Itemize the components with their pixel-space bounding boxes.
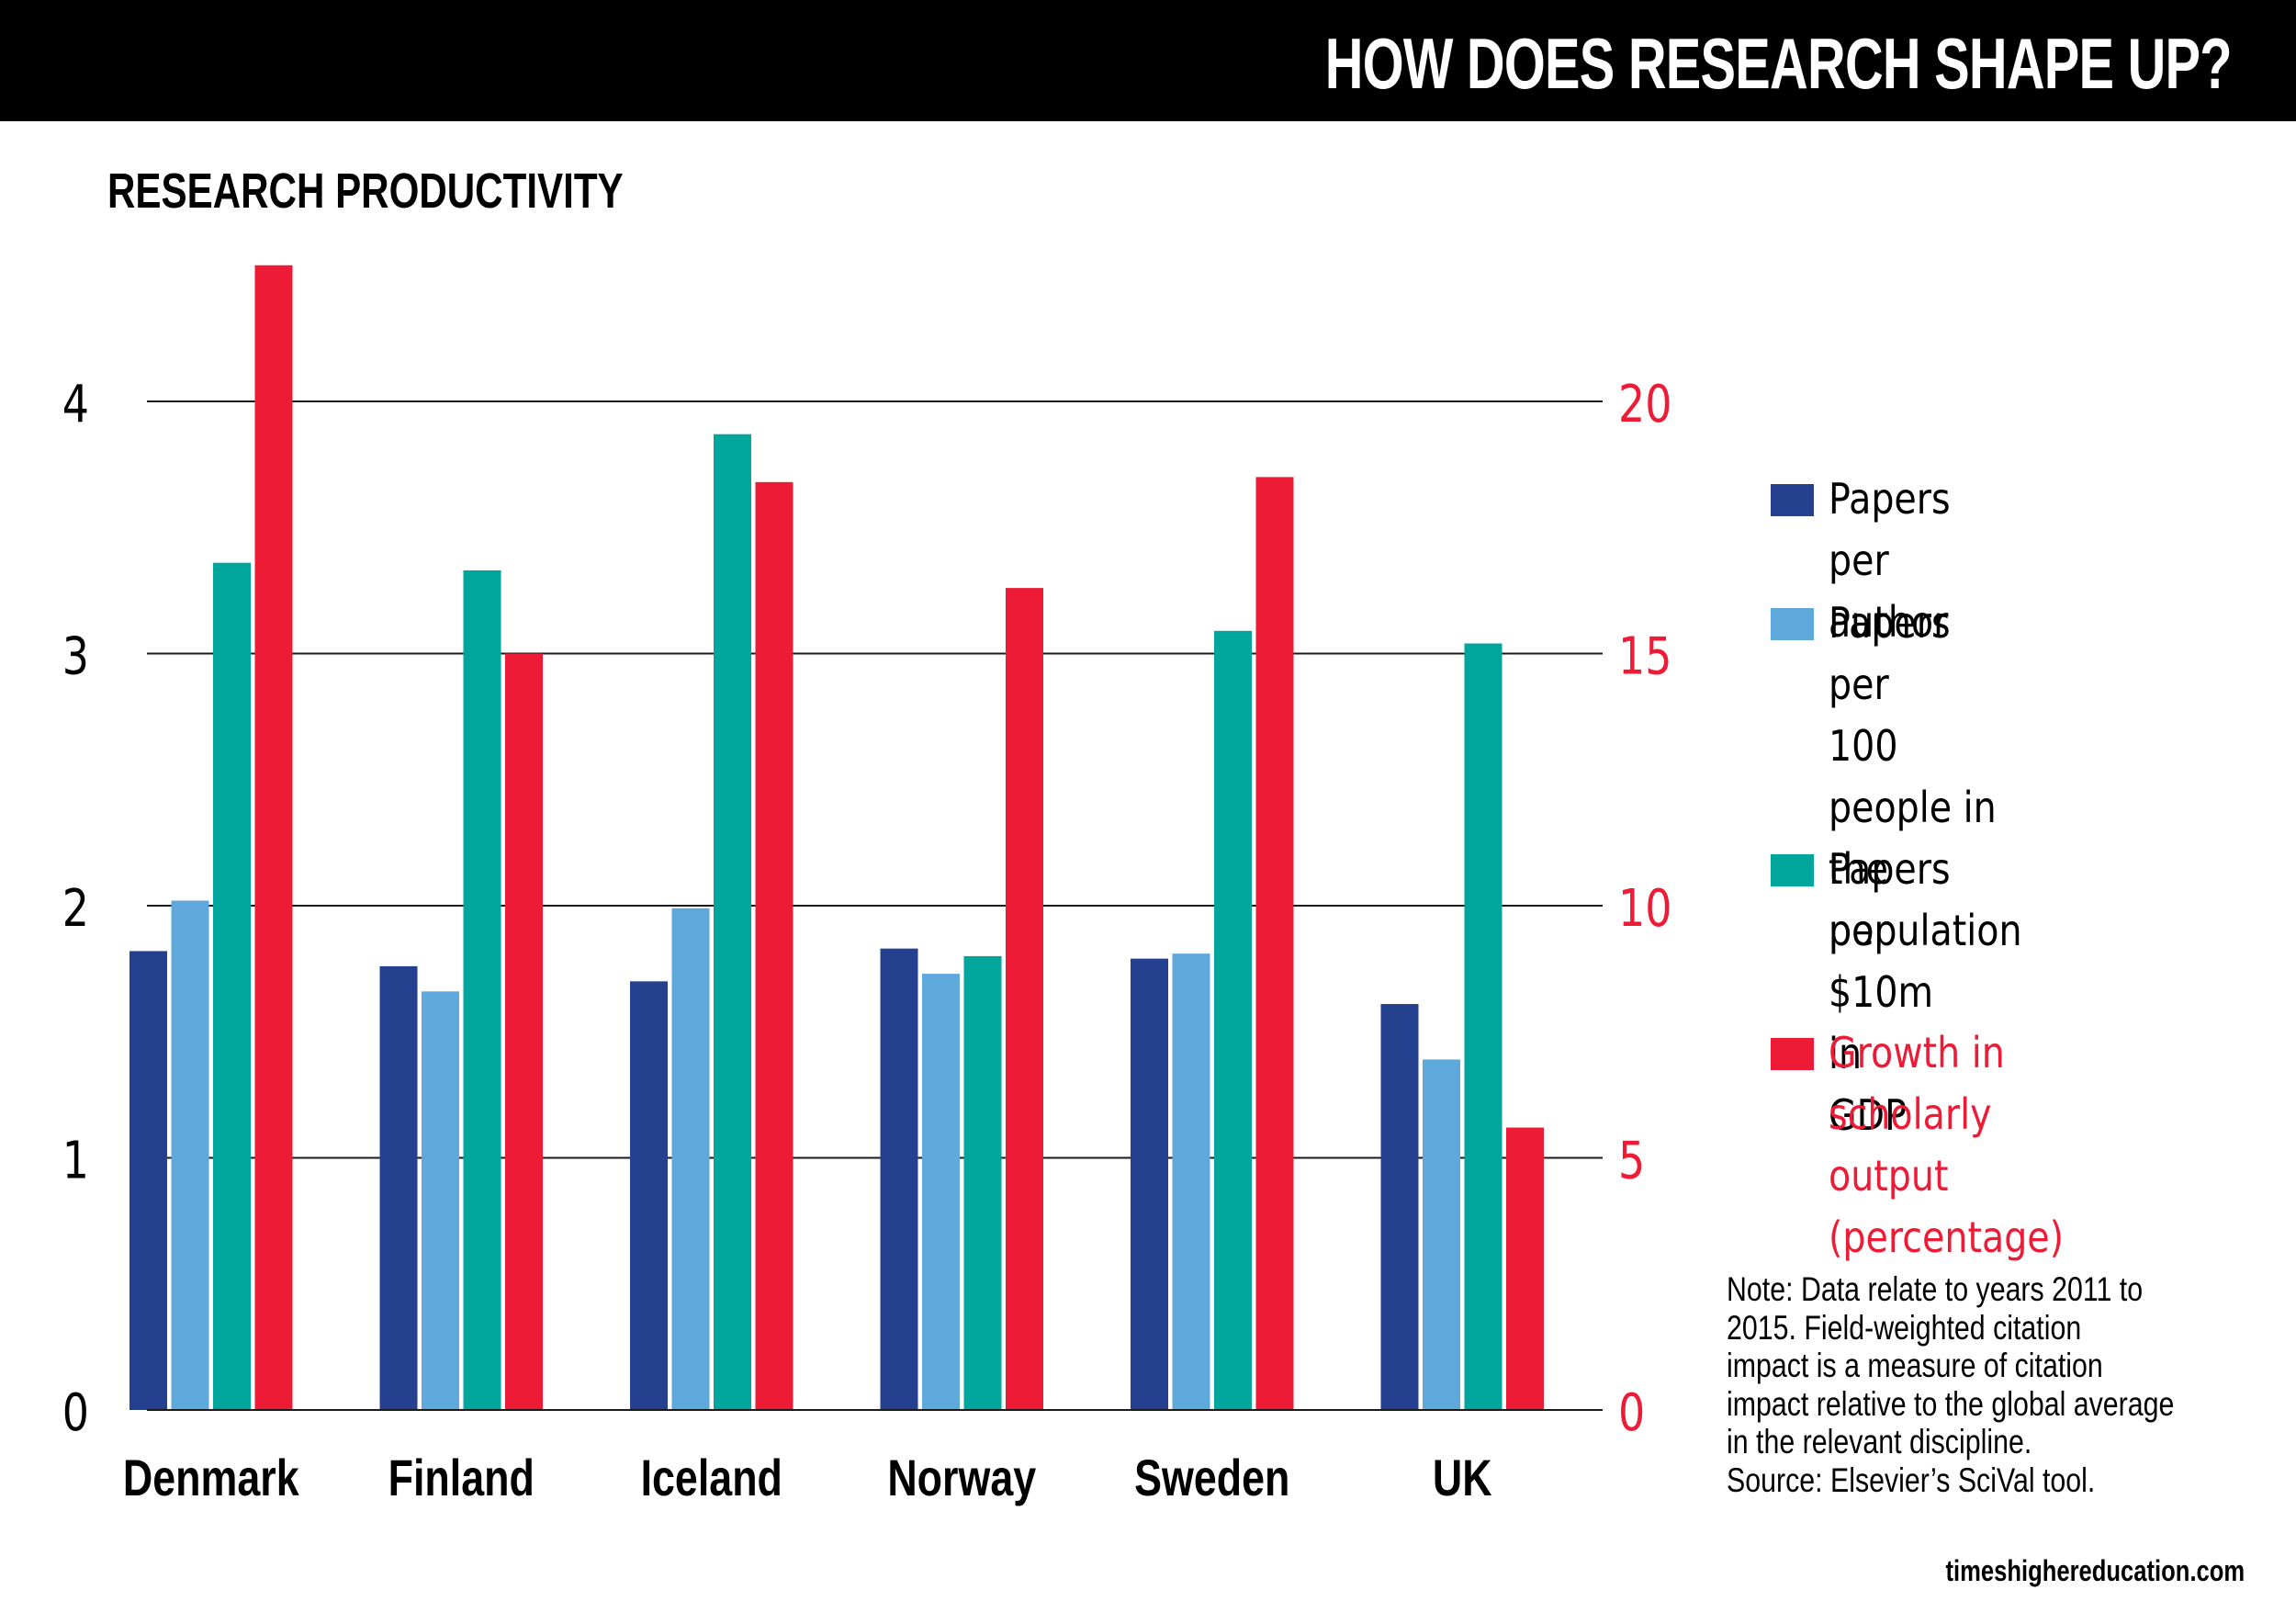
- right-tick-label: 0: [1618, 1383, 1645, 1444]
- left-axis-ticks: 0 1 2 3 4: [62, 375, 89, 1444]
- bar-finland-0: [379, 965, 418, 1410]
- legend-swatch-icon: [1771, 854, 1814, 886]
- category-label: UK: [1433, 1449, 1492, 1506]
- right-axis-ticks: 0 5 10 15 20: [1618, 375, 1671, 1444]
- bar-uk-0: [1380, 1004, 1419, 1410]
- legend-swatch-icon: [1771, 1038, 1814, 1070]
- legend-swatch-icon: [1771, 608, 1814, 640]
- note-line: Source: Elsevier’s SciVal tool.: [1727, 1460, 2096, 1499]
- bar-finland-1: [422, 991, 459, 1410]
- bar-iceland-1: [671, 908, 710, 1410]
- category-label: Sweden: [1134, 1449, 1289, 1506]
- bar-sweden-0: [1131, 958, 1168, 1410]
- note-line: 2015. Field-weighted citation: [1727, 1308, 2082, 1347]
- header-bar: HOW DOES RESEARCH SHAPE UP?: [0, 0, 2296, 121]
- bar-uk-3: [1506, 1127, 1544, 1410]
- bar-norway-2: [963, 955, 1002, 1410]
- bar-iceland-3: [755, 481, 793, 1410]
- category-label: Iceland: [641, 1449, 782, 1506]
- note-line: Note: Data relate to years 2011 to: [1727, 1270, 2144, 1308]
- bar-iceland-2: [714, 434, 751, 1410]
- bar-norway-0: [880, 948, 918, 1410]
- legend-swatch-icon: [1771, 484, 1814, 516]
- bar-sweden-1: [1172, 953, 1210, 1410]
- footnote: Note: Data relate to years 2011 to 2015.…: [1727, 1270, 2284, 1499]
- right-tick-label: 20: [1618, 375, 1671, 435]
- bar-denmark-3: [254, 265, 293, 1410]
- bar-uk-1: [1423, 1059, 1460, 1410]
- note-line: impact relative to the global average: [1727, 1384, 2175, 1423]
- bar-sweden-2: [1214, 630, 1252, 1410]
- bar-uk-2: [1464, 643, 1503, 1410]
- note-line: in the relevant discipline.: [1727, 1423, 2032, 1460]
- note-line: impact is a measure of citation: [1727, 1347, 2103, 1384]
- bar-norway-1: [922, 974, 960, 1410]
- category-label: Denmark: [123, 1449, 299, 1506]
- bars: [129, 265, 1603, 1411]
- left-tick-label: 4: [62, 375, 89, 435]
- right-tick-label: 5: [1618, 1131, 1645, 1191]
- category-label: Norway: [887, 1449, 1036, 1506]
- legend-label: Papers per author: [1829, 474, 1951, 647]
- bar-denmark-2: [213, 562, 251, 1410]
- left-tick-label: 3: [62, 626, 89, 687]
- bar-finland-3: [505, 653, 543, 1410]
- left-tick-label: 0: [62, 1383, 89, 1444]
- bar-denmark-1: [171, 900, 209, 1410]
- legend-label: Growth in scholarly output (percentage): [1829, 1028, 2065, 1262]
- right-tick-label: 15: [1618, 626, 1671, 687]
- left-tick-label: 1: [62, 1131, 89, 1191]
- legend-label: Papers per 100 people in the population: [1829, 598, 2022, 955]
- bar-sweden-3: [1255, 477, 1294, 1410]
- left-tick-label: 2: [62, 879, 89, 940]
- bar-norway-3: [1006, 588, 1043, 1410]
- chart-title: RESEARCH PRODUCTIVITY: [107, 164, 624, 219]
- right-tick-label: 10: [1618, 879, 1671, 940]
- bar-denmark-0: [129, 951, 167, 1410]
- bar-iceland-0: [630, 981, 668, 1410]
- legend-label: Papers per $10m in GDP: [1829, 844, 1951, 1140]
- bar-finland-2: [463, 570, 501, 1410]
- site-credit: timeshighereducation.com: [1945, 1554, 2245, 1587]
- category-label: Finland: [388, 1449, 535, 1506]
- category-labels: Denmark Finland Iceland Norway Sweden UK: [123, 1449, 1492, 1506]
- page-title: HOW DOES RESEARCH SHAPE UP?: [1324, 23, 2233, 104]
